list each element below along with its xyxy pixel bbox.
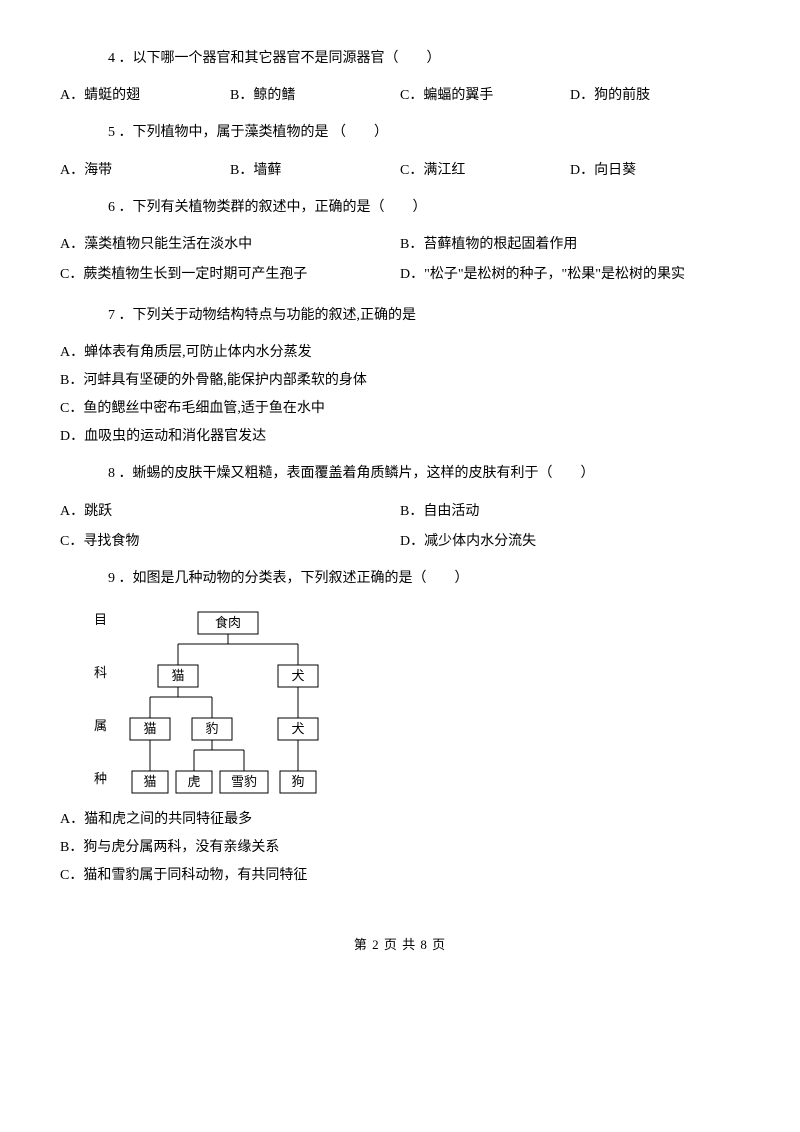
q4-opt-c: C．蝙蝠的翼手 (400, 84, 570, 104)
q5-stem: 5 ．下列植物中，属于藻类植物的是 （ ） (108, 122, 740, 144)
order-box: 食肉 (215, 615, 241, 630)
q4-options: A．蜻蜓的翅 B．鲸的鳍 C．蝙蝠的翼手 D．狗的前肢 (60, 84, 740, 104)
family-cat: 猫 (171, 668, 184, 683)
species-snow-leopard: 雪豹 (231, 774, 257, 789)
q9-opt-a: A．猫和虎之间的共同特征最多 (60, 808, 740, 828)
q5-options: A．海带 B．墙藓 C．满江红 D．向日葵 (60, 159, 740, 179)
q8-opt-b: B．自由活动 (400, 500, 740, 520)
q7-stem: 7 ．下列关于动物结构特点与功能的叙述,正确的是 (108, 305, 740, 327)
q5-opt-d: D．向日葵 (570, 159, 636, 179)
species-dog: 狗 (291, 774, 304, 789)
tree-svg: 目 科 属 种 食肉 猫 犬 猫 (88, 604, 368, 794)
q8-opt-d: D．减少体内水分流失 (400, 530, 740, 550)
level-genus: 属 (94, 718, 107, 733)
genus-leopard: 豹 (205, 721, 218, 736)
q7-opt-b: B．河蚌具有坚硬的外骨骼,能保护内部柔软的身体 (60, 369, 740, 389)
level-species: 种 (94, 771, 107, 786)
q8-row1: A．跳跃 B．自由活动 (60, 500, 740, 520)
q6-opt-a: A．藻类植物只能生活在淡水中 (60, 233, 400, 253)
q6-opt-d: D．"松子"是松树的种子，"松果"是松树的果实 (400, 263, 740, 287)
q5-opt-a: A．海带 (60, 159, 230, 179)
q4-stem: 4 ．以下哪一个器官和其它器官不是同源器官（ ） (108, 48, 740, 70)
page: 4 ．以下哪一个器官和其它器官不是同源器官（ ） A．蜻蜓的翅 B．鲸的鳍 C．… (0, 0, 800, 973)
q6-opt-c: C．蕨类植物生长到一定时期可产生孢子 (60, 263, 400, 283)
q8-opt-c: C．寻找食物 (60, 530, 400, 550)
species-tiger: 虎 (187, 774, 200, 789)
q9-opt-c: C．猫和雪豹属于同科动物，有共同特征 (60, 864, 740, 884)
species-cat: 猫 (143, 774, 156, 789)
level-family: 科 (94, 665, 107, 680)
q4-opt-b: B．鲸的鳍 (230, 84, 400, 104)
page-footer: 第 2 页 共 8 页 (60, 934, 740, 953)
q7-opt-d: D．血吸虫的运动和消化器官发达 (60, 425, 740, 445)
q6-row2: C．蕨类植物生长到一定时期可产生孢子 D．"松子"是松树的种子，"松果"是松树的… (60, 263, 740, 287)
q6-row1: A．藻类植物只能生活在淡水中 B．苔藓植物的根起固着作用 (60, 233, 740, 257)
q7-opt-a: A．蝉体表有角质层,可防止体内水分蒸发 (60, 341, 740, 361)
q8-opt-a: A．跳跃 (60, 500, 400, 520)
q5-opt-b: B．墙藓 (230, 159, 400, 179)
q9-opt-b: B．狗与虎分属两科，没有亲缘关系 (60, 836, 740, 856)
classification-tree-diagram: 目 科 属 种 食肉 猫 犬 猫 (88, 604, 740, 794)
q8-stem: 8 ．蜥蜴的皮肤干燥又粗糙，表面覆盖着角质鳞片，这样的皮肤有利于（ ） (108, 463, 740, 485)
family-dog: 犬 (291, 668, 304, 683)
q6-opt-b: B．苔藓植物的根起固着作用 (400, 233, 740, 257)
q7-opt-c: C．鱼的鳃丝中密布毛细血管,适于鱼在水中 (60, 397, 740, 417)
genus-dog: 犬 (291, 721, 304, 736)
q8-row2: C．寻找食物 D．减少体内水分流失 (60, 530, 740, 550)
genus-cat: 猫 (143, 721, 156, 736)
q6-stem: 6 ．下列有关植物类群的叙述中，正确的是（ ） (108, 197, 740, 219)
q4-opt-d: D．狗的前肢 (570, 84, 650, 104)
level-order: 目 (94, 612, 107, 627)
q4-opt-a: A．蜻蜓的翅 (60, 84, 230, 104)
q9-stem: 9 ．如图是几种动物的分类表，下列叙述正确的是（ ） (108, 568, 740, 590)
q5-opt-c: C．满江红 (400, 159, 570, 179)
